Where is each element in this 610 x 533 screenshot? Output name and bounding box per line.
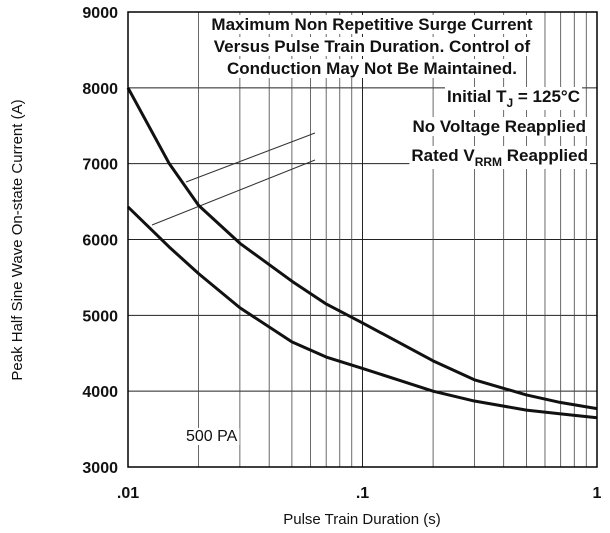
y-axis-label: Peak Half Sine Wave On-state Current (A) — [9, 99, 26, 380]
series-label: No Voltage Reapplied — [413, 117, 587, 136]
label-backing — [225, 59, 519, 78]
label-backing — [409, 146, 590, 169]
label-backing — [209, 15, 535, 34]
text: Reapplied — [502, 146, 588, 165]
series-line — [126, 87, 598, 411]
x-tick-label: .01 — [117, 485, 139, 502]
title-line: Versus Pulse Train Duration. Control of — [214, 37, 531, 56]
label-backing — [410, 117, 588, 136]
subscript: J — [506, 96, 513, 110]
part-label: 500 PA — [186, 428, 238, 445]
y-tick-label: 6000 — [82, 233, 118, 250]
title-line: Conduction May Not Be Maintained. — [227, 59, 517, 78]
label-backing — [444, 87, 582, 110]
marks — [126, 87, 598, 420]
title-line: Maximum Non Repetitive Surge Current — [211, 15, 533, 34]
x-axis-label: Pulse Train Duration (s) — [283, 511, 441, 528]
grid — [127, 11, 598, 468]
text: Initial T — [447, 87, 507, 106]
text: = 125°C — [513, 87, 580, 106]
y-tick-label: 8000 — [82, 81, 118, 98]
series-label: Rated VRRM Reapplied — [411, 146, 588, 169]
label-backing — [211, 37, 533, 56]
x-tick-label: .1 — [356, 485, 369, 502]
y-tick-label: 4000 — [82, 384, 118, 401]
y-tick-label: 7000 — [82, 157, 118, 174]
y-tick-label: 9000 — [82, 5, 118, 22]
subscript: RRM — [475, 155, 502, 169]
series-line — [126, 205, 598, 420]
label-backing — [184, 428, 240, 445]
labels: Maximum Non Repetitive Surge Current Ver… — [9, 5, 602, 528]
leader-line — [185, 132, 316, 183]
text: Rated V — [411, 146, 475, 165]
x-tick-label: 1 — [593, 485, 602, 502]
plot-frame — [127, 11, 598, 468]
y-tick-label: 3000 — [82, 460, 118, 477]
condition: Initial TJ = 125°C — [447, 87, 580, 110]
leader-line — [151, 159, 316, 226]
y-tick-label: 5000 — [82, 308, 118, 325]
